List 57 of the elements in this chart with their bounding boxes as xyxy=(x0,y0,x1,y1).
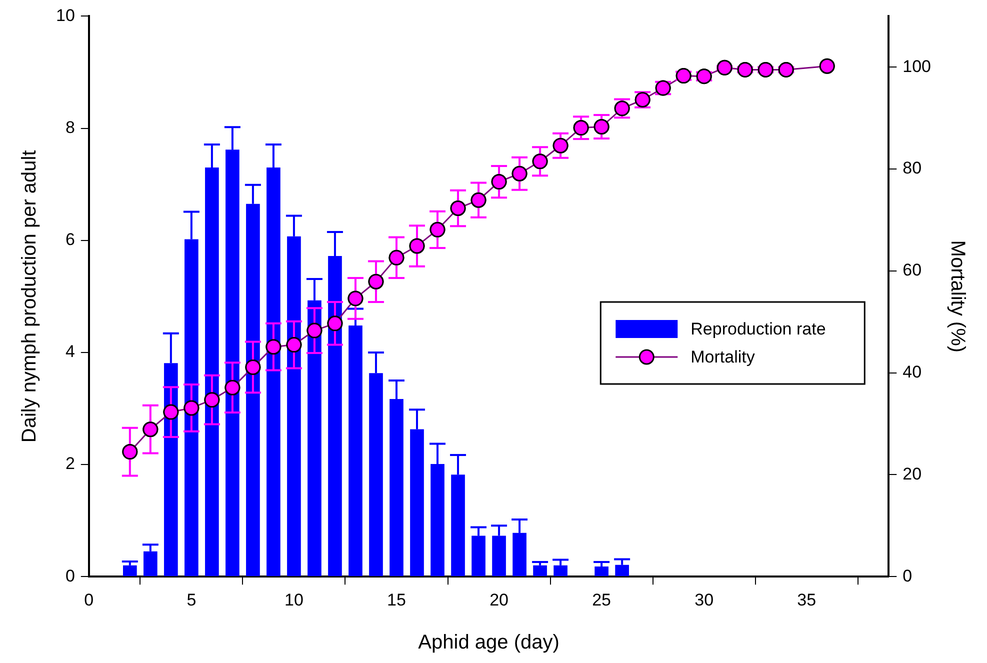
y-tick-label: 0 xyxy=(65,566,75,586)
y-tick-label: 4 xyxy=(65,342,75,362)
point xyxy=(819,58,835,74)
bar xyxy=(533,565,547,576)
y-tick-label: 2 xyxy=(65,454,75,474)
point xyxy=(286,337,302,353)
x-tick-label: 5 xyxy=(186,590,196,610)
x-tick-label: 15 xyxy=(387,590,406,610)
point xyxy=(758,62,774,78)
point xyxy=(142,422,158,438)
point xyxy=(388,250,404,266)
point xyxy=(532,154,548,170)
y2-tick-label: 60 xyxy=(902,260,922,280)
point xyxy=(245,359,261,375)
point xyxy=(163,404,179,420)
point xyxy=(348,290,364,306)
point xyxy=(573,120,589,136)
point xyxy=(266,339,282,355)
point xyxy=(778,62,794,78)
y2-tick-label: 100 xyxy=(902,56,932,76)
y2-tick-label: 0 xyxy=(902,566,912,586)
point xyxy=(122,444,138,460)
x-tick-label: 35 xyxy=(797,590,816,610)
point xyxy=(204,392,220,408)
x-tick-label: 10 xyxy=(284,590,304,610)
y2-tick-label: 40 xyxy=(902,362,922,382)
point xyxy=(737,62,753,78)
point xyxy=(430,222,446,238)
x-axis-title: Aphid age (day) xyxy=(418,632,560,654)
point xyxy=(306,322,322,338)
x-tick-label: 0 xyxy=(84,590,94,610)
y2-axis-title: Mortality (%) xyxy=(946,240,968,353)
legend-label: Mortality xyxy=(690,348,756,367)
x-tick-label: 30 xyxy=(694,590,714,610)
y-tick-label: 6 xyxy=(65,230,75,250)
point xyxy=(716,60,732,76)
point xyxy=(696,68,712,84)
x-tick-label: 20 xyxy=(490,590,508,610)
point xyxy=(512,166,528,182)
point xyxy=(409,238,425,254)
point xyxy=(327,316,343,332)
point xyxy=(368,274,384,290)
point xyxy=(184,400,200,416)
point xyxy=(224,380,240,396)
x-tick-label: 25 xyxy=(592,590,612,610)
y2-tick-label: 20 xyxy=(902,464,922,484)
point xyxy=(470,192,486,208)
y2-tick-label: 80 xyxy=(902,158,922,178)
y-tick-label: 10 xyxy=(56,6,75,25)
point xyxy=(552,138,568,154)
point xyxy=(594,119,610,134)
legend-label: Reproduction rate xyxy=(690,320,826,339)
y-tick-label: 8 xyxy=(65,118,75,137)
y-axis-title: Daily nymph production per adult xyxy=(18,150,41,443)
point xyxy=(491,174,507,190)
point xyxy=(676,68,692,84)
point xyxy=(450,200,466,216)
